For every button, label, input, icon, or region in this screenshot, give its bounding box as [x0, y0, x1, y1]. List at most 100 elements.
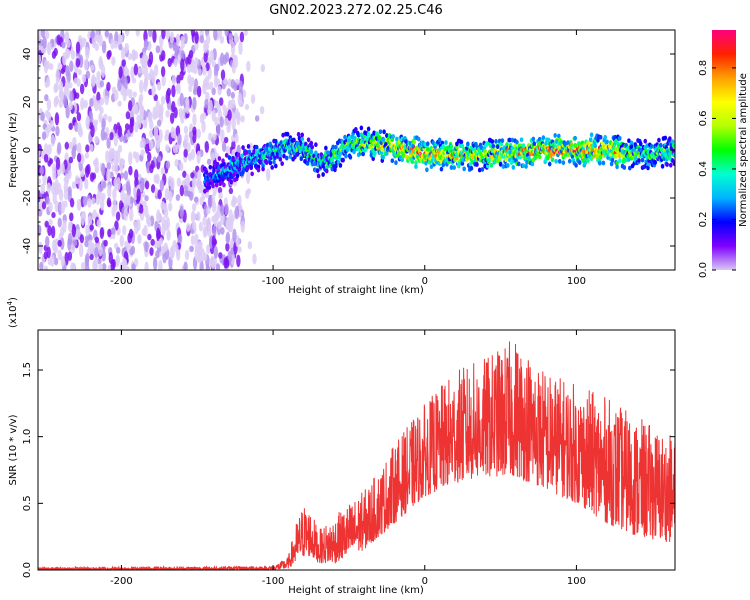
spectrogram-cell [211, 109, 216, 122]
spectrogram-cell [101, 263, 107, 270]
spectrogram-cell [190, 30, 196, 38]
spectrogram-cell [157, 155, 162, 163]
spectrogram-cell [161, 223, 166, 237]
spectrogram-cell [218, 192, 223, 200]
spectrogram-cell [50, 181, 56, 195]
spectrogram-cell [182, 170, 187, 178]
y-tick-label: 0 [22, 147, 33, 153]
spectrogram-cell [369, 152, 374, 158]
x-tick-label: 0 [422, 276, 428, 287]
spectrogram-cell [110, 147, 116, 160]
colorbar: 0.0 0.2 0.4 0.6 0.8 Normalized spectral ampl… [698, 30, 749, 278]
spectrogram-cell [140, 180, 145, 192]
spectrogram-cell [537, 154, 542, 160]
spectrogram-cell [544, 140, 548, 146]
spectrogram-cell [278, 153, 283, 158]
spectrogram-cell [99, 106, 104, 115]
spectrogram-cell [90, 64, 95, 71]
spectrogram-cell [247, 241, 253, 250]
spectrogram-cell [170, 177, 175, 191]
spectrogram-cell [162, 252, 167, 264]
spectrogram-cell [83, 99, 88, 109]
spectrogram-cell [128, 88, 133, 99]
spectrogram-cell [220, 212, 225, 225]
x-tick-label: -200 [110, 576, 133, 587]
spectrogram-cell [172, 41, 177, 52]
spectrogram-cell [151, 70, 156, 84]
spectrogram-cell [141, 137, 146, 148]
spectrogram-cell [203, 188, 207, 194]
spectrogram-cell [406, 155, 411, 161]
spectrogram-cell [128, 100, 133, 112]
spectrogram-cell [142, 120, 148, 129]
spectrogram-cell [141, 228, 147, 236]
x-tick-label: 100 [567, 576, 586, 587]
spectrogram-cell [242, 166, 246, 172]
spectrogram-cell [235, 173, 240, 179]
spectrogram-cell [95, 30, 100, 39]
spectrogram-cell [101, 192, 106, 201]
spectrogram-cell [234, 133, 239, 144]
spectrogram-cell [69, 60, 74, 73]
spectrogram-cell [117, 79, 122, 92]
spectrogram-cell [217, 85, 222, 96]
spectrogram-cell [643, 138, 648, 144]
spectrogram-cell [158, 237, 164, 246]
spectrogram-cell [356, 132, 361, 138]
spectrogram-cell [38, 178, 42, 185]
spectrogram-cell [62, 52, 67, 66]
spectrogram-cell [218, 252, 223, 259]
spectrogram-cell [609, 161, 614, 167]
spectrogram-cell [193, 196, 199, 203]
spectrogram-cell [315, 168, 320, 174]
spectrogram-cell [304, 141, 308, 147]
spectrogram-cell [44, 220, 49, 228]
spectrogram-cell [211, 87, 216, 96]
spectrogram-cell [98, 34, 103, 47]
spectrogram-cell [155, 45, 161, 54]
spectrogram-cell [179, 92, 184, 107]
spectrogram-cell [449, 165, 454, 170]
spectrogram-cell [366, 126, 371, 132]
spectrogram-cell [89, 253, 94, 261]
spectrogram-cell [211, 183, 215, 189]
spectrogram-cell [246, 144, 251, 149]
spectrogram-cell [314, 142, 318, 148]
spectrogram-cell [344, 153, 348, 159]
spectrogram-cell [486, 163, 490, 169]
spectrogram-cell [106, 168, 111, 182]
spectrogram-cell [469, 165, 474, 171]
spectrogram-cell [185, 97, 190, 106]
spectrogram-cell [55, 125, 60, 137]
spectrogram-cell [50, 254, 55, 267]
spectrogram-cell [39, 166, 44, 176]
spectrogram-cell [47, 225, 52, 237]
spectrogram-cell [574, 162, 578, 168]
spectrogram-cell [622, 165, 627, 170]
spectrogram-cell [159, 179, 165, 192]
spectrogram-cell [236, 254, 241, 268]
spectrogram-cell [166, 229, 171, 241]
spectrogram-cell [425, 146, 430, 152]
spectrogram-cell [206, 207, 211, 215]
spectrogram-cell [165, 160, 171, 170]
spectrogram-cell [123, 170, 129, 181]
spectrogram-cell [67, 251, 73, 261]
spectrogram-cell [227, 109, 232, 121]
spectrogram-cell [285, 131, 290, 137]
spectrogram-cell [348, 154, 353, 160]
spectrogram-cell [230, 41, 236, 56]
spectrogram-cell [510, 137, 515, 143]
spectrogram-cell [115, 211, 121, 221]
spectrogram-cell [359, 125, 364, 131]
spectrogram-cell [196, 85, 202, 98]
spectrogram-cell [163, 203, 168, 211]
spectrogram-cell [101, 40, 107, 54]
spectrogram-cell [94, 42, 99, 51]
spectrogram-cell [104, 30, 109, 38]
spectrogram-cell [91, 172, 97, 180]
spectrogram-cell [557, 133, 561, 139]
spectrogram-cell [174, 159, 179, 167]
spectrogram-cell [459, 139, 464, 145]
spectrogram-cell [232, 228, 237, 243]
